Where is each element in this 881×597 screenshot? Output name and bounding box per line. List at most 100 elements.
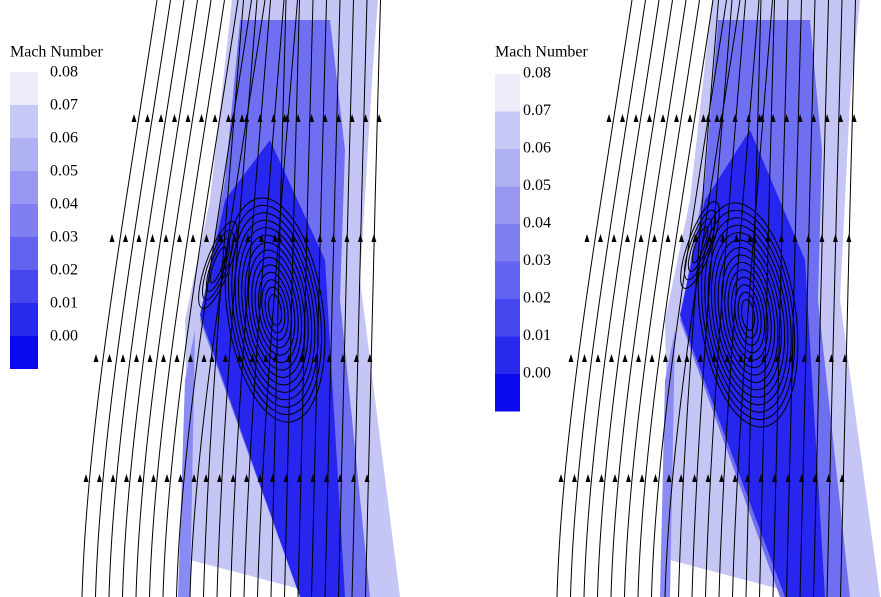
arrow: [151, 474, 156, 482]
colorbar-band: [10, 303, 38, 336]
colorbar-band: [495, 337, 520, 375]
streamline: [557, 0, 632, 597]
arrow: [612, 234, 617, 242]
arrow: [666, 234, 671, 242]
arrow: [620, 114, 625, 122]
arrow: [164, 234, 169, 242]
panel-right: [557, 0, 880, 597]
arrow: [609, 354, 614, 362]
arrow: [653, 474, 658, 482]
arrow: [652, 234, 657, 242]
arrow: [165, 474, 170, 482]
arrow: [148, 354, 153, 362]
colorbar-label: 0.06: [50, 130, 78, 147]
arrow: [613, 474, 618, 482]
arrow: [110, 234, 115, 242]
arrow: [138, 474, 143, 482]
arrow: [626, 474, 631, 482]
arrow: [634, 114, 639, 122]
arrow: [371, 234, 376, 242]
arrow: [596, 354, 601, 362]
arrow: [640, 474, 645, 482]
colorbar-label: 0.01: [50, 295, 78, 312]
colorbar-label: 0.06: [523, 140, 551, 157]
arrow: [132, 114, 137, 122]
arrow: [639, 234, 644, 242]
arrow: [172, 114, 177, 122]
arrow: [111, 474, 116, 482]
colorbar-band: [10, 105, 38, 138]
panel-left: [82, 0, 400, 597]
arrow: [598, 234, 603, 242]
arrow: [582, 354, 587, 362]
colorbar-band: [495, 149, 520, 187]
arrow: [623, 354, 628, 362]
colorbar-label: 0.05: [50, 163, 78, 180]
colorbar-label: 0.04: [523, 215, 551, 232]
colorbar-label: 0.08: [523, 65, 551, 82]
colorbar-label: 0.00: [523, 365, 551, 382]
arrow: [145, 114, 150, 122]
arrow: [121, 354, 126, 362]
arrow: [97, 474, 102, 482]
colorbar-band: [495, 187, 520, 225]
arrow: [137, 234, 142, 242]
colorbar-label: 0.04: [50, 196, 78, 213]
streamline: [109, 0, 184, 597]
colorbar-band: [495, 224, 520, 262]
colorbar-band: [10, 72, 38, 105]
arrow: [599, 474, 604, 482]
colorbar-band: [10, 270, 38, 303]
arrow: [688, 114, 693, 122]
colorbar-band: [10, 336, 38, 369]
streamline: [584, 0, 659, 597]
arrow: [199, 114, 204, 122]
arrow: [191, 234, 196, 242]
colorbar-band: [495, 74, 520, 112]
arrow: [607, 114, 612, 122]
colorbar-band: [495, 374, 520, 412]
colorbar-label: 0.00: [50, 328, 78, 345]
colorbar-label: 0.08: [50, 64, 78, 81]
arrow: [84, 474, 89, 482]
colorbar-band: [10, 204, 38, 237]
colorbar-band: [495, 112, 520, 150]
colorbar-band: [10, 237, 38, 270]
streamline: [82, 0, 157, 597]
arrow: [585, 234, 590, 242]
arrow: [674, 114, 679, 122]
figure: Mach Number Mach Number 0.08 0.07 0.06 0.05…: [0, 0, 881, 597]
arrow: [94, 354, 99, 362]
colorbar-label: 0.03: [50, 229, 78, 246]
arrow: [661, 114, 666, 122]
colorbar-label: 0.02: [523, 290, 551, 307]
arrow: [161, 354, 166, 362]
arrow: [636, 354, 641, 362]
arrow: [569, 354, 574, 362]
arrow: [559, 474, 564, 482]
arrow: [175, 354, 180, 362]
arrow: [150, 234, 155, 242]
arrow: [134, 354, 139, 362]
streamline: [598, 0, 673, 597]
legend-title: Mach Number: [10, 44, 104, 61]
arrow: [586, 474, 591, 482]
arrow: [213, 114, 218, 122]
arrow: [647, 114, 652, 122]
colorbar-band: [10, 138, 38, 171]
arrow: [572, 474, 577, 482]
arrow: [186, 114, 191, 122]
colorbar-band: [495, 299, 520, 337]
arrow: [123, 234, 128, 242]
colorbar-label: 0.07: [50, 97, 78, 114]
arrow: [177, 234, 182, 242]
streamline: [96, 0, 171, 597]
streamline: [571, 0, 646, 597]
colorbar-label: 0.07: [523, 102, 551, 119]
legend-title: Mach Number: [495, 44, 589, 61]
arrow: [159, 114, 164, 122]
colorbar-label: 0.05: [523, 177, 551, 194]
arrow: [846, 234, 851, 242]
arrow: [107, 354, 112, 362]
colorbar-band: [495, 262, 520, 300]
